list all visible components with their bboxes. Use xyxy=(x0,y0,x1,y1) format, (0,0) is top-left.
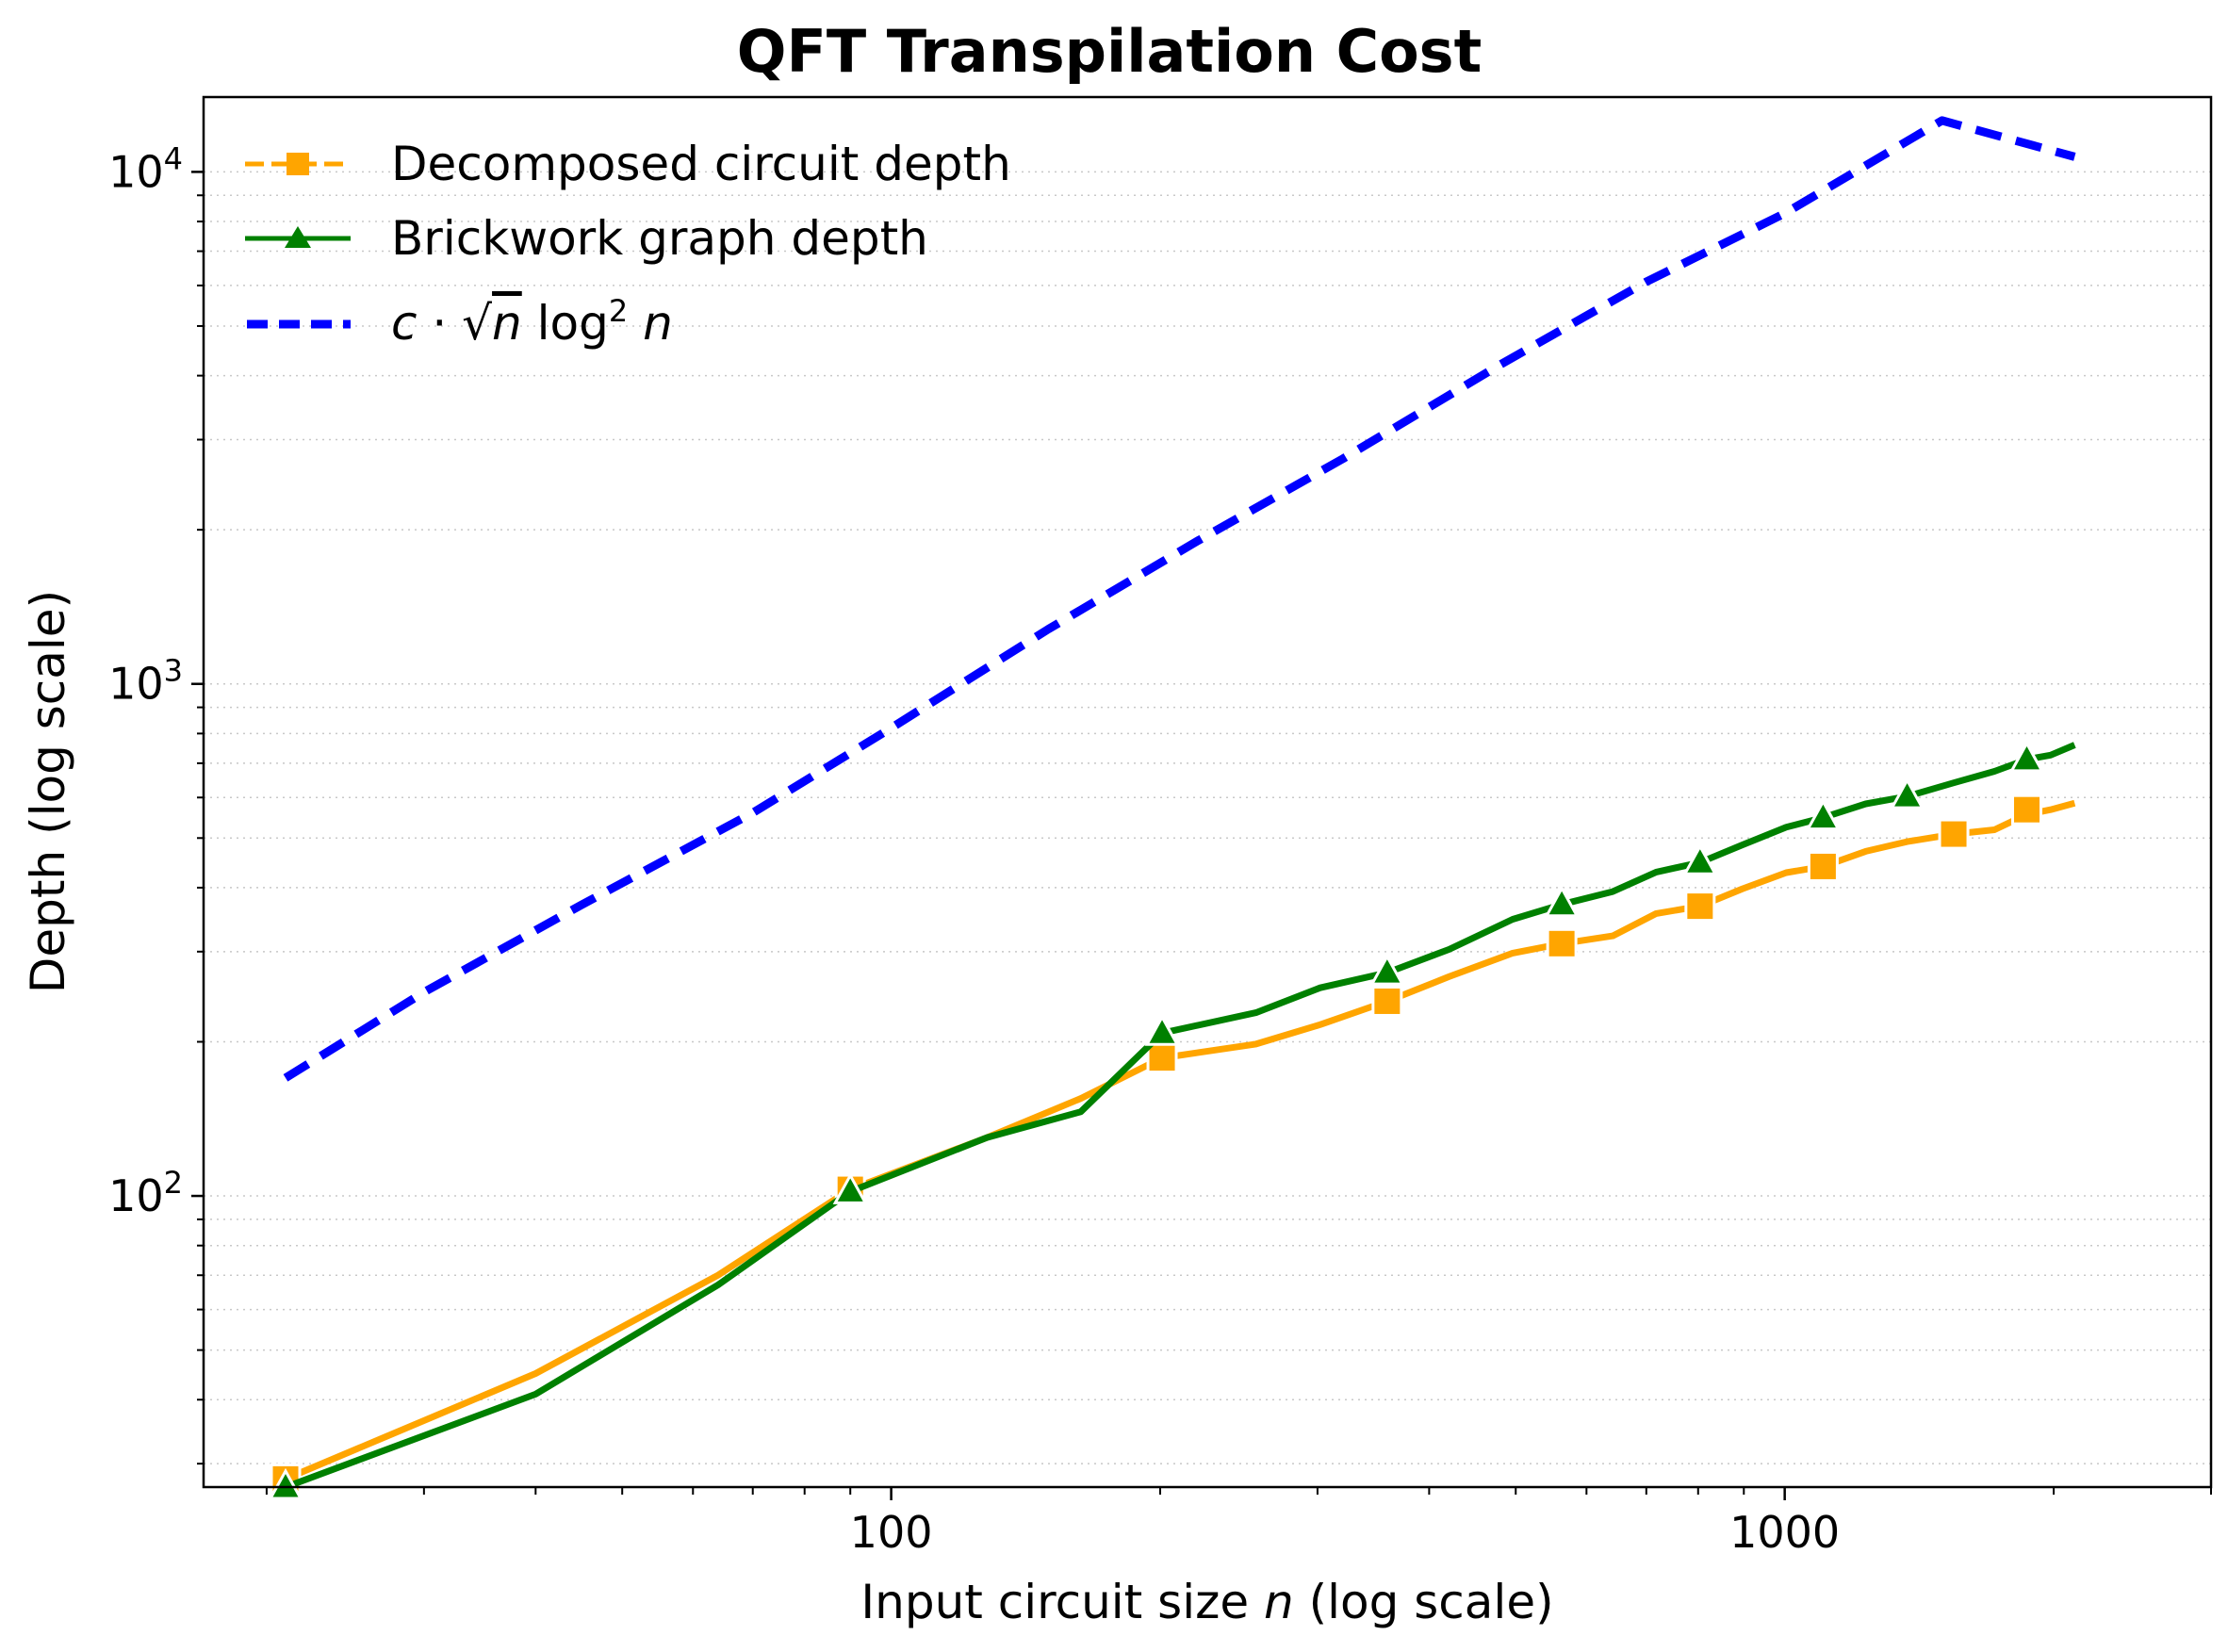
data-point-brickwork xyxy=(1544,885,1580,918)
x-tick-label: 100 xyxy=(850,1507,933,1558)
data-point-brickwork xyxy=(1890,777,1925,810)
legend-label-brickwork: Brickwork graph depth xyxy=(391,211,928,266)
data-point-brickwork xyxy=(1369,953,1405,986)
data-point-brickwork xyxy=(1682,843,1718,875)
legend: Decomposed circuit depth Brickwork graph… xyxy=(245,137,1011,351)
data-point-decomposed xyxy=(1371,985,1403,1017)
data-point-decomposed xyxy=(1938,818,1970,850)
y-axis-label: Depth (log scale) xyxy=(21,590,75,993)
data-point-brickwork xyxy=(1144,1014,1180,1046)
data-point-decomposed xyxy=(1684,891,1716,923)
data-point-brickwork xyxy=(268,1467,303,1500)
data-point-decomposed xyxy=(2010,793,2042,826)
x-axis-label: Input circuit size n (log scale) xyxy=(860,1575,1553,1629)
x-tick-label: 1000 xyxy=(1729,1507,1840,1558)
legend-entry-brickwork: Brickwork graph depth xyxy=(245,211,928,266)
plot-area-frame xyxy=(202,95,2213,1489)
data-point-brickwork xyxy=(832,1172,868,1204)
data-point-decomposed xyxy=(1807,850,1839,882)
series-line-brickwork xyxy=(284,742,2076,1487)
plot-series xyxy=(268,116,2076,1500)
series-line-fit xyxy=(283,116,2076,1082)
data-point-brickwork xyxy=(1805,798,1841,831)
grid-lines xyxy=(204,171,2211,1464)
y-tick-label: 103 xyxy=(108,653,183,710)
legend-marker-square xyxy=(287,153,309,175)
data-point-decomposed xyxy=(1546,927,1578,959)
legend-entry-fit: c · √n log2 n xyxy=(247,293,673,351)
data-point-decomposed xyxy=(1146,1042,1178,1074)
axis-ticks: 102 103 104 100 1000 xyxy=(108,140,2212,1558)
data-point-brickwork xyxy=(2008,740,2045,773)
y-tick-label: 102 xyxy=(108,1165,183,1221)
legend-entry-decomposed: Decomposed circuit depth xyxy=(245,137,1011,191)
legend-marker-triangle xyxy=(285,226,311,248)
legend-label-fit: c · √n log2 n xyxy=(391,293,673,351)
y-tick-label: 104 xyxy=(108,140,183,197)
legend-label-decomposed: Decomposed circuit depth xyxy=(391,137,1011,191)
chart-title: QFT Transpilation Cost xyxy=(737,17,1482,86)
